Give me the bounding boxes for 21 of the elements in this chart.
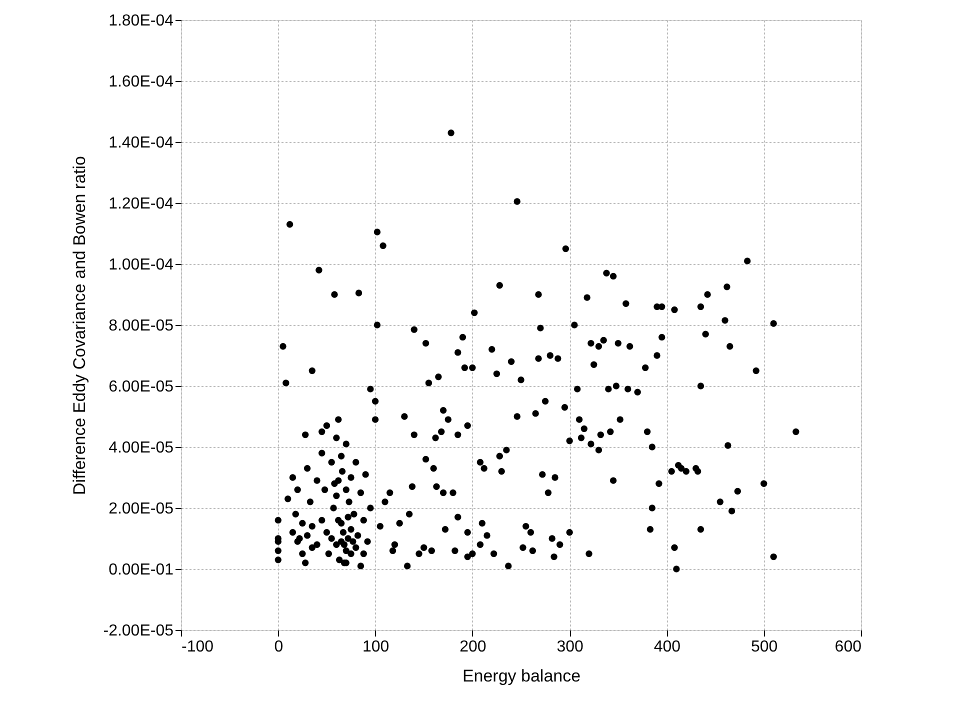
y-tick-label: 8.00E-05 [108,318,174,334]
x-tick-label: 500 [751,638,778,656]
y-tick-label: -2.00E-05 [103,622,174,640]
y-axis-title: Difference Eddy Covariance and Bowen ratio [70,156,90,495]
y-tick-label: 0.00E-01 [108,562,174,578]
y-tick-label: 1.20E-04 [108,196,174,212]
x-tick-label: 600 [834,638,862,656]
x-tick-label: 200 [460,638,486,656]
y-tick-label: 1.60E-04 [108,74,174,90]
y-tick-label: 4.00E-05 [108,440,174,456]
y-tick-label: 1.40E-04 [108,134,174,152]
x-tick-label: 300 [556,638,584,656]
y-tick-label: 1.00E-04 [108,256,174,274]
x-tick-label: 400 [654,638,681,656]
y-tick-label: 6.00E-05 [108,378,174,396]
x-tick-label: -100 [182,638,214,656]
y-tick-label: 2.00E-05 [108,500,174,518]
x-tick-label: 0 [274,638,284,656]
x-axis-title: Energy balance [462,666,581,686]
x-tick-label: 100 [362,638,390,656]
y-tick-label: 1.80E-04 [108,12,174,30]
